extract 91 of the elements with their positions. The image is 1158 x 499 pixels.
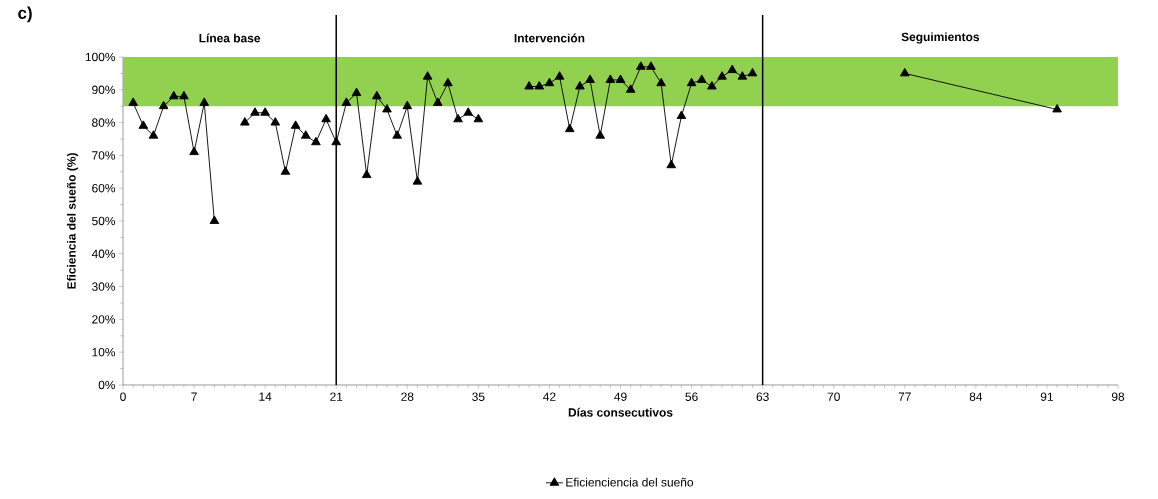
point <box>595 130 605 139</box>
point <box>686 77 697 87</box>
point <box>372 90 382 100</box>
point <box>148 130 159 139</box>
point <box>290 120 301 129</box>
point <box>169 90 179 100</box>
x-tick-label: 35 <box>472 392 485 401</box>
point <box>605 74 616 83</box>
point <box>717 71 727 80</box>
point <box>392 130 402 139</box>
y-tick-label: 30% <box>92 282 116 291</box>
y-axis-title: Eficiencia del sueño (%) <box>66 153 79 289</box>
x-tick-label: 28 <box>401 392 414 401</box>
chart-title: c) <box>18 6 32 23</box>
point <box>341 97 352 106</box>
y-tick-label: 70% <box>92 151 116 160</box>
point <box>534 81 545 90</box>
point <box>250 107 260 116</box>
point <box>727 64 737 74</box>
point <box>544 77 555 87</box>
point <box>473 113 484 123</box>
point <box>585 74 595 83</box>
y-tick-label: 80% <box>92 118 116 127</box>
point <box>707 81 717 90</box>
point <box>138 120 149 129</box>
point <box>260 107 270 116</box>
point <box>575 81 585 90</box>
point <box>636 61 646 70</box>
text: Línea base <box>199 33 261 43</box>
point <box>179 90 189 100</box>
x-tick-label: 70 <box>827 392 840 401</box>
x-tick-label: 7 <box>191 392 197 401</box>
point <box>676 110 687 119</box>
x-tick-label: 0 <box>120 392 126 401</box>
x-tick-label: 77 <box>898 392 911 401</box>
text: Seguimientos <box>901 32 980 44</box>
point <box>158 100 169 110</box>
point <box>453 113 463 123</box>
point <box>128 97 138 106</box>
point <box>443 77 453 87</box>
point <box>321 113 331 123</box>
x-tick-label: 42 <box>543 392 556 401</box>
point <box>331 136 341 146</box>
point <box>900 67 910 77</box>
point <box>554 71 565 80</box>
point <box>311 136 321 146</box>
point <box>564 123 575 133</box>
point <box>361 169 372 179</box>
x-tick-label: 91 <box>1040 392 1053 401</box>
y-tick-label: 50% <box>92 216 116 226</box>
point <box>625 84 636 93</box>
y-tick-label: 60% <box>92 183 116 193</box>
point <box>747 67 758 77</box>
x-axis-title: Días consecutivos <box>568 407 673 417</box>
point <box>402 100 413 110</box>
y-tick-label: 20% <box>92 315 116 324</box>
point <box>351 87 362 97</box>
y-tick-label: 0% <box>98 380 116 390</box>
x-tick-label: 49 <box>614 392 627 401</box>
point <box>646 61 656 70</box>
x-tick-label: 63 <box>756 392 769 401</box>
point <box>209 215 220 224</box>
legend-label: Eficienciencia del sueño <box>566 477 694 487</box>
point <box>300 130 311 139</box>
point <box>656 77 666 87</box>
y-tick-label: 100% <box>85 52 116 62</box>
point <box>422 71 433 80</box>
point <box>270 117 281 126</box>
x-tick-label: 84 <box>969 392 983 401</box>
y-tick-label: 10% <box>92 347 116 357</box>
y-tick-label: 90% <box>92 85 116 95</box>
point <box>432 97 443 106</box>
x-tick-label: 98 <box>1111 392 1125 401</box>
point <box>382 104 392 113</box>
point <box>463 107 473 116</box>
point <box>189 146 199 156</box>
text: Intervención <box>514 33 585 43</box>
point <box>696 74 707 83</box>
point <box>524 81 534 90</box>
x-tick-label: 56 <box>685 392 698 401</box>
point <box>199 97 210 106</box>
point <box>280 166 291 175</box>
point <box>1052 104 1062 113</box>
point <box>666 159 677 169</box>
point <box>615 74 626 83</box>
point <box>737 71 748 80</box>
x-tick-label: 14 <box>259 392 272 401</box>
point <box>412 176 423 185</box>
x-tick-label: 21 <box>330 392 343 401</box>
y-tick-label: 40% <box>91 249 116 259</box>
point <box>240 117 250 126</box>
